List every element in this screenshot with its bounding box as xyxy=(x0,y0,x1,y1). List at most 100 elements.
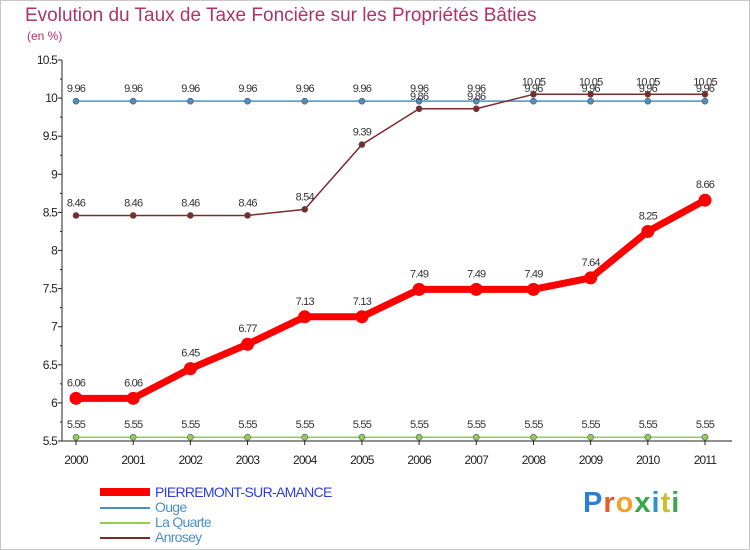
data-label: 7.49 xyxy=(524,268,543,280)
data-label: 7.49 xyxy=(410,268,429,280)
x-tick-label: 2010 xyxy=(636,453,661,467)
data-point xyxy=(241,338,254,351)
data-point xyxy=(187,434,193,440)
legend-label: Anrosey xyxy=(155,529,201,545)
data-label: 6.06 xyxy=(67,377,86,389)
logo-letter: P xyxy=(583,487,603,519)
data-label: 9.96 xyxy=(238,83,257,95)
data-label: 10.05 xyxy=(522,76,546,88)
data-point xyxy=(530,434,536,440)
logo-letter: r xyxy=(603,487,615,519)
data-label: 9.96 xyxy=(67,83,86,95)
data-label: 8.46 xyxy=(67,197,86,209)
logo-letter: i xyxy=(671,487,680,519)
data-label: 10.05 xyxy=(636,76,660,88)
data-point xyxy=(530,98,536,104)
data-point xyxy=(641,225,654,238)
data-point xyxy=(473,434,479,440)
data-label: 7.64 xyxy=(582,257,601,269)
data-point xyxy=(416,434,422,440)
data-label: 8.66 xyxy=(696,179,715,191)
y-tick-label: 9.5 xyxy=(43,129,58,143)
data-label: 8.25 xyxy=(639,210,658,222)
data-label: 5.55 xyxy=(67,419,86,431)
data-label: 10.05 xyxy=(579,76,603,88)
data-point xyxy=(355,310,368,323)
data-label: 9.96 xyxy=(353,83,372,95)
y-tick-label: 8.5 xyxy=(43,205,58,219)
data-label: 7.13 xyxy=(353,296,372,308)
data-point xyxy=(73,212,79,218)
x-tick-label: 2000 xyxy=(64,453,89,467)
data-point xyxy=(588,91,594,97)
data-point xyxy=(187,98,193,104)
x-tick-label: 2004 xyxy=(293,453,318,467)
data-point xyxy=(73,434,79,440)
data-point xyxy=(473,106,479,112)
data-label: 9.86 xyxy=(410,91,429,103)
data-point xyxy=(302,434,308,440)
series-line-pierremont-sur-amance xyxy=(76,200,705,398)
x-tick-label: 2002 xyxy=(179,453,204,467)
logo-letter: i xyxy=(652,487,661,519)
data-point xyxy=(298,310,311,323)
data-label: 8.54 xyxy=(296,191,315,203)
data-point xyxy=(470,283,483,296)
data-label: 5.55 xyxy=(639,419,658,431)
x-tick-label: 2003 xyxy=(236,453,261,467)
data-label: 8.46 xyxy=(181,197,200,209)
data-point xyxy=(127,392,140,405)
data-label: 5.55 xyxy=(124,419,143,431)
data-point xyxy=(245,434,251,440)
data-point xyxy=(187,212,193,218)
data-label: 5.55 xyxy=(582,419,601,431)
data-label: 5.55 xyxy=(296,419,315,431)
data-point xyxy=(702,434,708,440)
data-point xyxy=(130,212,136,218)
legend-label: PIERREMONT-SUR-AMANCE xyxy=(155,484,332,500)
data-label: 7.13 xyxy=(296,296,315,308)
data-point xyxy=(302,206,308,212)
y-tick-label: 10 xyxy=(45,91,58,105)
x-tick-label: 2005 xyxy=(350,453,375,467)
data-label: 6.45 xyxy=(181,348,200,360)
y-tick-label: 6 xyxy=(51,396,58,410)
data-point xyxy=(245,212,251,218)
data-label: 5.55 xyxy=(353,419,372,431)
data-point xyxy=(245,98,251,104)
x-tick-label: 2008 xyxy=(522,453,547,467)
data-label: 6.06 xyxy=(124,377,143,389)
x-tick-label: 2006 xyxy=(407,453,432,467)
logo-letter: x xyxy=(634,487,651,519)
data-point xyxy=(359,142,365,148)
logo-letter: t xyxy=(661,487,672,519)
y-tick-label: 10.5 xyxy=(37,53,58,67)
legend-swatch xyxy=(100,488,150,496)
data-point xyxy=(645,91,651,97)
data-point xyxy=(359,434,365,440)
y-tick-label: 8 xyxy=(51,244,58,258)
y-tick-label: 7.5 xyxy=(43,282,58,296)
data-point xyxy=(359,98,365,104)
data-label: 9.86 xyxy=(467,91,486,103)
data-label: 9.96 xyxy=(124,83,143,95)
data-label: 7.49 xyxy=(467,268,486,280)
data-label: 6.77 xyxy=(238,323,257,335)
x-tick-label: 2011 xyxy=(694,453,718,467)
proxiti-logo: Proxiti xyxy=(583,487,680,520)
data-label: 5.55 xyxy=(238,419,257,431)
y-tick-label: 7 xyxy=(51,320,58,334)
x-tick-label: 2009 xyxy=(579,453,604,467)
data-point xyxy=(699,194,712,207)
data-point xyxy=(530,91,536,97)
data-point xyxy=(413,283,426,296)
data-point xyxy=(645,98,651,104)
legend-label: Ouge xyxy=(155,499,186,515)
x-tick-label: 2001 xyxy=(121,453,146,467)
legend-swatch xyxy=(100,522,150,524)
series-line-anrosey xyxy=(76,94,705,215)
data-point xyxy=(584,271,597,284)
legend-swatch xyxy=(100,507,150,509)
data-label: 5.55 xyxy=(410,419,429,431)
y-tick-label: 5.5 xyxy=(43,434,58,448)
